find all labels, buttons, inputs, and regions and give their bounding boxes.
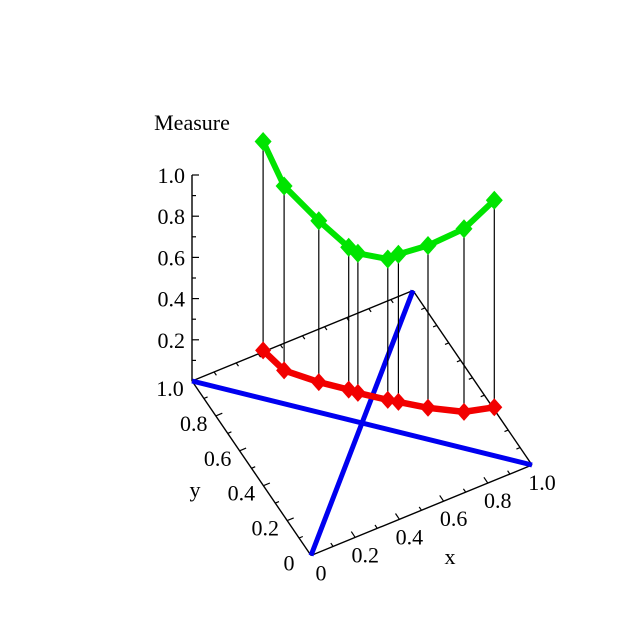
x-axis-tick [462,488,467,493]
y-axis-title: y [190,477,201,502]
y-axis-tick [298,535,304,539]
y-axis-tick [263,482,271,487]
back-right-edge-tick [420,307,426,311]
lower-series-marker [379,390,396,409]
chart-layers: 00.20.40.60.81.000.20.40.60.81.00.20.40.… [156,132,556,586]
x-axis-tick-label: 0.6 [440,506,468,531]
back-right-edge-tick [468,377,473,380]
y-axis-tick [251,466,256,469]
x-axis-tick [439,495,445,502]
y-axis-tick [215,412,223,417]
y-axis-tick [286,517,294,522]
x-axis-tick-label: 0.8 [484,488,512,513]
lower-series-marker [420,398,436,417]
y-axis-tick [275,501,280,504]
x-axis-tick-label: 0 [316,561,327,586]
upper-series-marker [455,219,473,239]
lower-series-line [259,347,498,416]
lower-series-marker [310,373,327,392]
back-left-edge-tick [302,335,306,340]
y-axis-tick-label: 0.4 [228,481,256,506]
z-axis-tick-label: 1.0 [158,163,186,188]
upper-series-marker [389,244,407,264]
back-right-edge-tick [432,324,438,328]
y-axis-tick-label: 0.2 [251,516,279,541]
back-right-edge-tick [480,394,485,398]
z-axis-tick-label: 0.4 [158,287,186,312]
y-axis-tick-label: 0.8 [180,411,208,436]
upper-series-marker [485,190,503,210]
lower-series-marker [276,361,293,380]
x-axis-tick [507,470,511,475]
x-axis-tick [483,476,489,484]
lower-series-marker [349,383,366,402]
base-back-right-edge [412,290,533,466]
back-right-edge-tick [504,429,509,433]
back-left-edge-tick [324,326,328,331]
lower-series-marker [486,398,503,417]
back-left-edge-tick [213,371,217,376]
z-axis-tick-label: 0.2 [158,328,186,353]
x-axis-tick-label: 0.2 [351,542,379,567]
x-axis-tick-label: 1.0 [528,470,556,495]
y-axis-tick [227,431,232,434]
upper-series-marker [275,176,293,196]
y-axis-tick [203,396,208,399]
lower-series-marker [390,392,407,411]
back-left-edge-tick [390,299,394,304]
upper-series-marker [419,236,437,255]
x-axis-tick-label: 0.4 [396,524,424,549]
y-axis-tick-label: 1.0 [156,376,184,401]
x-axis-tick [350,531,356,538]
back-left-edge-tick [257,353,262,358]
x-axis-title: x [445,544,456,569]
x-axis-tick [395,513,400,520]
upper-series-marker [310,211,328,231]
upper-series-marker [254,132,272,151]
upper-series-line [260,138,498,262]
back-left-edge-tick [235,362,239,367]
y-axis-tick-label: 0.6 [204,446,232,471]
back-right-edge-tick [516,447,521,450]
back-left-edge-tick [279,344,284,349]
upper-series-marker [349,243,367,263]
z-axis-title: Measure [154,110,230,135]
y-axis-tick [239,447,247,452]
z-axis-tick-label: 0.8 [158,204,186,229]
y-axis-tick-label: 0 [284,551,295,576]
x-axis-tick [418,506,422,511]
x-axis-tick [374,524,378,529]
z-axis-tick-label: 0.6 [158,245,186,270]
base-diagonal-2 [308,289,416,557]
base-back-left-edge [191,289,414,382]
back-right-edge-tick [444,342,449,345]
back-left-edge-tick [368,308,372,313]
lower-series-marker [456,402,472,421]
x-axis-tick [330,542,334,547]
back-right-edge-tick [456,359,461,363]
lower-series-marker [255,341,272,360]
